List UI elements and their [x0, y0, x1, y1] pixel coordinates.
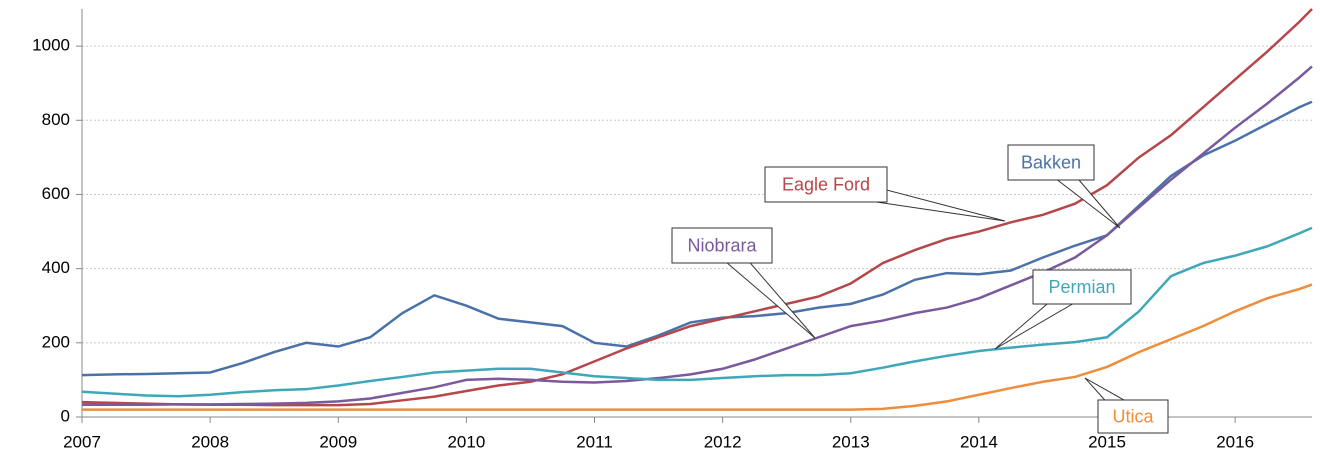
x-tick-label: 2008	[191, 432, 229, 451]
y-tick-label: 200	[42, 332, 70, 351]
y-tick-label: 800	[42, 110, 70, 129]
x-tick-label: 2012	[704, 432, 742, 451]
callout-box	[764, 166, 888, 203]
callout-box	[1007, 144, 1095, 181]
callout-box	[1032, 269, 1132, 305]
legend-label: Utica	[1112, 406, 1154, 426]
callout-box	[671, 227, 773, 264]
x-tick-label: 2014	[960, 432, 998, 451]
x-tick-label: 2011	[576, 432, 613, 451]
series-line	[82, 283, 1313, 411]
x-tick-label: 2013	[832, 432, 870, 451]
series-line	[82, 65, 1313, 407]
legend-label: Eagle Ford	[782, 174, 870, 194]
x-tick-label: 2016	[1216, 432, 1254, 451]
legend-label: Permian	[1048, 277, 1115, 297]
series-line	[81, 226, 1313, 398]
legend-label: Bakken	[1021, 152, 1081, 172]
x-tick-label: 2007	[63, 432, 101, 451]
legend-label: Niobrara	[687, 235, 757, 255]
x-tick-label: 2010	[447, 432, 485, 451]
callout-box	[1097, 399, 1169, 434]
y-tick-label: 600	[42, 184, 70, 203]
y-tick-label: 1000	[32, 36, 70, 55]
y-tick-label: 0	[61, 406, 70, 425]
x-tick-label: 2009	[319, 432, 357, 451]
series-line	[81, 8, 1313, 407]
y-tick-label: 400	[42, 258, 70, 277]
x-tick-label: 2015	[1088, 432, 1126, 451]
